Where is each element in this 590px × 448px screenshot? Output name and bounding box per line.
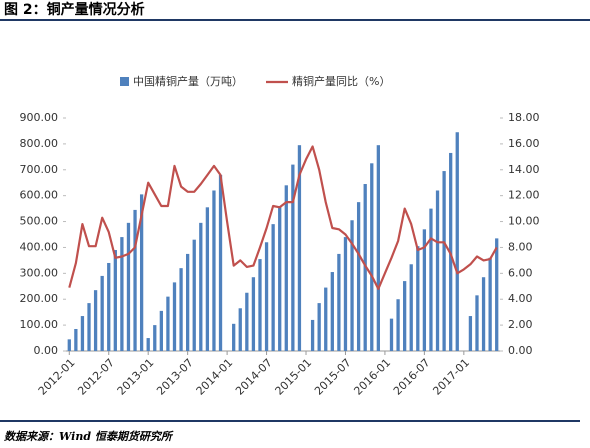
bar [87, 303, 91, 351]
source: 数据来源：Wind 恒泰期货研究所 [4, 430, 174, 443]
bar [389, 318, 394, 351]
bar [442, 171, 446, 351]
bar [166, 296, 170, 351]
y-tick-label: 200.00 [20, 292, 59, 305]
y-tick-label: 0.00 [34, 344, 59, 357]
x-tick-label: 2013-07 [154, 356, 196, 398]
bar [435, 190, 440, 351]
bar [409, 264, 413, 351]
bar [376, 145, 380, 351]
bar [429, 208, 433, 351]
bar [396, 299, 400, 351]
bar [271, 224, 275, 351]
bar [212, 190, 216, 351]
bar [475, 295, 479, 351]
bar [199, 222, 203, 351]
bar [100, 275, 104, 351]
bar [264, 242, 269, 351]
bar [291, 164, 295, 351]
bar [278, 206, 282, 351]
bar [192, 239, 196, 351]
bar [238, 308, 242, 351]
bar [324, 287, 328, 351]
bar [139, 194, 144, 351]
y-tick-label: 900.00 [20, 111, 59, 124]
x-tick-label: 2012-01 [36, 356, 78, 398]
bar [126, 222, 131, 351]
bar [113, 250, 117, 351]
x-tick-label: 2017-01 [430, 356, 472, 398]
bar [120, 237, 124, 351]
y2-tick-label: 10.00 [508, 215, 540, 228]
bar [422, 229, 427, 351]
bar [495, 238, 499, 351]
bar [258, 259, 262, 351]
y-tick-label: 300.00 [20, 266, 59, 279]
bar [350, 220, 354, 351]
chart-title: 图 2：铜产量情况分析 [4, 1, 145, 18]
bar [403, 281, 407, 351]
bar [205, 207, 210, 351]
y-tick-label: 400.00 [20, 240, 59, 253]
x-tick-label: 2015-07 [312, 356, 354, 398]
bar [284, 185, 288, 351]
bar [159, 310, 163, 351]
bar [297, 145, 302, 351]
y-tick-label: 600.00 [20, 189, 59, 202]
x-tick-label: 2016-07 [391, 356, 433, 398]
bar [481, 277, 486, 351]
bar [251, 277, 256, 351]
bar [416, 246, 420, 351]
y-tick-label: 100.00 [20, 318, 59, 331]
x-tick-label: 2014-01 [194, 356, 236, 398]
y2-tick-label: 16.00 [508, 137, 540, 150]
bar [370, 163, 374, 351]
bar [488, 257, 492, 351]
y2-tick-label: 12.00 [508, 189, 540, 202]
x-tick-label: 2013-01 [115, 356, 157, 398]
bar [74, 328, 78, 351]
line [68, 145, 498, 290]
bar [218, 174, 223, 351]
bar [153, 325, 157, 351]
legend-swatch [120, 77, 129, 86]
bar [310, 319, 315, 351]
bar [232, 323, 236, 351]
legend-label: 中国精铜产量（万吨） [133, 74, 243, 88]
x-tick-label: 2015-01 [273, 356, 315, 398]
bar [107, 262, 111, 351]
bar [186, 253, 190, 351]
y2-tick-label: 4.00 [508, 292, 533, 305]
bar [179, 268, 183, 351]
y2-tick-label: 18.00 [508, 111, 540, 124]
bar [343, 237, 348, 351]
bar [80, 316, 85, 351]
bar [337, 253, 341, 351]
y2-tick-label: 8.00 [508, 240, 533, 253]
y2-tick-label: 6.00 [508, 266, 533, 279]
y-tick-label: 800.00 [20, 137, 59, 150]
bar [468, 316, 473, 351]
bar [245, 292, 249, 351]
bar [172, 282, 177, 351]
bar [133, 209, 137, 351]
y2-tick-label: 2.00 [508, 318, 533, 331]
legend-label: 精铜产量同比（%） [292, 74, 390, 88]
bar [356, 202, 361, 351]
bar [317, 303, 321, 351]
y2-tick-label: 0.00 [508, 344, 533, 357]
y2-tick-label: 14.00 [508, 163, 540, 176]
x-tick-label: 2014-07 [233, 356, 275, 398]
bar [330, 272, 334, 351]
bar [146, 338, 150, 351]
bar [67, 339, 71, 351]
bar [455, 132, 459, 351]
y-tick-label: 700.00 [20, 163, 59, 176]
bar [93, 290, 98, 351]
y-tick-label: 500.00 [20, 215, 59, 228]
x-tick-label: 2012-07 [75, 356, 117, 398]
x-tick-label: 2016-01 [351, 356, 393, 398]
